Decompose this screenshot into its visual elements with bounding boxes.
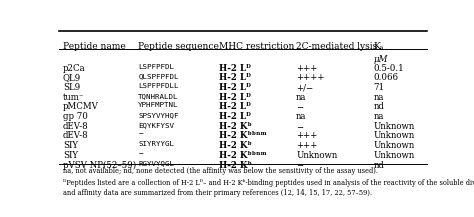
Text: MHC restriction: MHC restriction — [219, 42, 294, 51]
Text: gp 70: gp 70 — [63, 112, 88, 121]
Text: H-2 Kᵇ: H-2 Kᵇ — [219, 141, 252, 150]
Text: na, not available; nd, none detected (the affinity was below the sensitivity of : na, not available; nd, none detected (th… — [63, 167, 378, 175]
Text: tum⁻: tum⁻ — [63, 93, 84, 102]
Text: p2Ca: p2Ca — [63, 64, 85, 73]
Text: −: − — [138, 151, 143, 157]
Text: na: na — [296, 93, 307, 102]
Text: 0.066: 0.066 — [374, 73, 398, 82]
Text: 71: 71 — [374, 83, 384, 92]
Text: ++++: ++++ — [296, 73, 325, 82]
Text: na: na — [374, 112, 384, 121]
Text: −: − — [296, 102, 303, 111]
Text: H-2 Lᴰ: H-2 Lᴰ — [219, 102, 251, 111]
Text: Peptide name: Peptide name — [63, 42, 126, 51]
Text: EQYKFYSV: EQYKFYSV — [138, 122, 174, 128]
Text: pMCMV: pMCMV — [63, 102, 99, 111]
Text: H-2 Kᵇᵇⁿᵐ: H-2 Kᵇᵇⁿᵐ — [219, 151, 267, 160]
Text: na: na — [374, 93, 384, 102]
Text: dEV-8: dEV-8 — [63, 122, 89, 131]
Text: and affinity data are summarized from their primary references (12, 14, 15, 17, : and affinity data are summarized from th… — [63, 189, 372, 197]
Text: H-2 Lᴰ: H-2 Lᴰ — [219, 83, 251, 92]
Text: H-2 Lᴰ: H-2 Lᴰ — [219, 93, 251, 102]
Text: −: − — [138, 132, 143, 138]
Text: Kₐ: Kₐ — [374, 42, 384, 51]
Text: QLSPFPFDL: QLSPFPFDL — [138, 73, 179, 79]
Text: Unknown: Unknown — [296, 151, 337, 160]
Text: +++: +++ — [296, 141, 318, 150]
Text: H-2 Kᵇ: H-2 Kᵇ — [219, 122, 252, 131]
Text: YPHFMPTNL: YPHFMPTNL — [138, 102, 179, 108]
Text: 0.5-0.1: 0.5-0.1 — [374, 64, 404, 73]
Text: H-2 Lᴰ: H-2 Lᴰ — [219, 64, 251, 73]
Text: RGYVYQGL: RGYVYQGL — [138, 161, 174, 166]
Text: pVSV NP(52–59): pVSV NP(52–59) — [63, 161, 136, 170]
Text: SIYRYYGL: SIYRYYGL — [138, 141, 174, 147]
Text: μM: μM — [374, 55, 388, 64]
Text: LSPFPFDL: LSPFPFDL — [138, 64, 174, 70]
Text: Unknown: Unknown — [374, 151, 415, 160]
Text: H-2 Kᵇ: H-2 Kᵇ — [219, 161, 252, 169]
Text: nd: nd — [374, 161, 384, 169]
Text: −: − — [296, 161, 303, 169]
Text: na: na — [296, 112, 307, 121]
Text: TQNHRALDL: TQNHRALDL — [138, 93, 179, 99]
Text: nd: nd — [374, 102, 384, 111]
Text: Peptide sequence: Peptide sequence — [138, 42, 219, 51]
Text: H-2 Lᴰ: H-2 Lᴰ — [219, 73, 251, 82]
Text: +++: +++ — [296, 132, 318, 140]
Text: ᴰPeptides listed are a collection of H-2 Lᴰ– and H-2 Kᵇ-binding peptides used in: ᴰPeptides listed are a collection of H-2… — [63, 179, 474, 187]
Text: SL9: SL9 — [63, 83, 80, 92]
Text: SIY: SIY — [63, 141, 78, 150]
Text: 2C-mediated lysis: 2C-mediated lysis — [296, 42, 377, 51]
Text: QL9: QL9 — [63, 73, 81, 82]
Text: Unknown: Unknown — [374, 122, 415, 131]
Text: +++: +++ — [296, 64, 318, 73]
Text: dEV-8: dEV-8 — [63, 132, 89, 140]
Text: H-2 Kᵇᵇⁿᵐ: H-2 Kᵇᵇⁿᵐ — [219, 132, 267, 140]
Text: H-2 Lᴰ: H-2 Lᴰ — [219, 112, 251, 121]
Text: LSPFPFDLL: LSPFPFDLL — [138, 83, 179, 89]
Text: Unknown: Unknown — [374, 132, 415, 140]
Text: Unknown: Unknown — [374, 141, 415, 150]
Text: SIY: SIY — [63, 151, 78, 160]
Text: +/−: +/− — [296, 83, 313, 92]
Text: −: − — [296, 122, 303, 131]
Text: SPSYVYHQF: SPSYVYHQF — [138, 112, 179, 118]
